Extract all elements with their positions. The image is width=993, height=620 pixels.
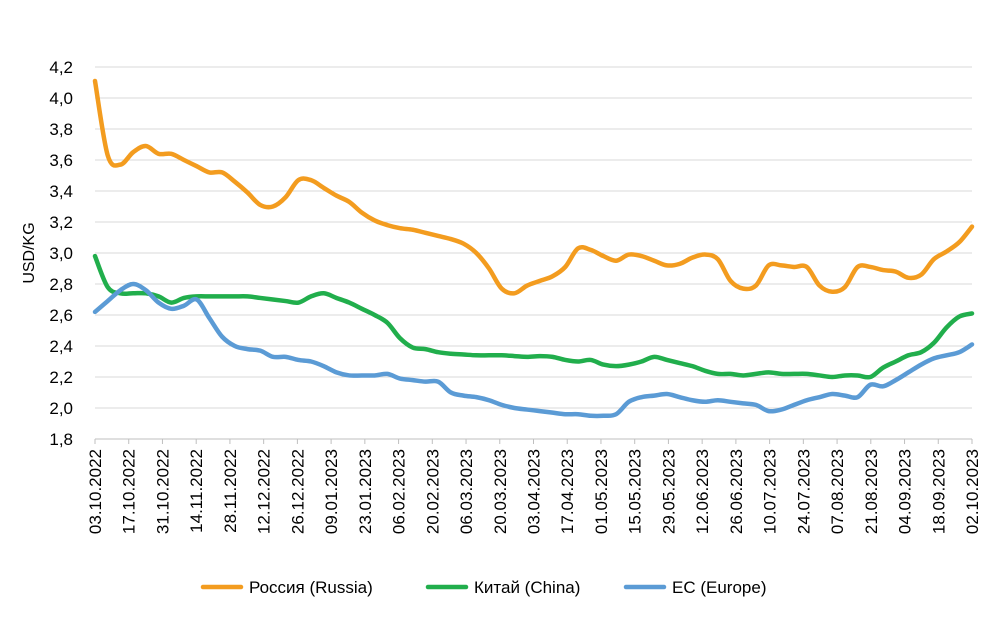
x-tick-label: 28.11.2022 [221, 449, 240, 533]
x-tick-label: 03.04.2023 [525, 449, 544, 534]
legend-label-3: ЕС (Europe) [672, 578, 766, 597]
x-tick-label: 17.10.2022 [120, 449, 139, 534]
legend-label-1: Россия (Russia) [249, 578, 373, 597]
series-line-3 [92, 281, 975, 419]
x-tick-label: 24.07.2023 [794, 449, 813, 534]
x-tick-label: 07.08.2023 [828, 449, 847, 534]
series-lines [92, 78, 975, 419]
series-line-2 [92, 253, 975, 380]
x-axis: 03.10.2022 17.10.2022 31.10.2022 14.11.2022… [86, 439, 982, 534]
y-tick-label: 2,2 [49, 368, 73, 387]
x-tick-label: 20.02.2023 [423, 449, 442, 534]
x-tick-label: 20.03.2023 [491, 449, 510, 534]
x-tick-label: 09.01.2023 [322, 449, 341, 534]
x-tick-label: 01.05.2023 [592, 449, 611, 534]
x-tick-label: 12.06.2023 [693, 449, 712, 534]
x-tick-label: 21.08.2023 [862, 449, 881, 534]
y-tick-label: 2,8 [49, 275, 73, 294]
y-tick-label: 2,4 [49, 337, 73, 356]
legend: Россия (Russia) Китай (China) ЕС (Europe) [200, 578, 766, 597]
y-axis-ticks: 1,8 2,0 2,2 2,4 2,6 2,8 3,0 3,2 3,4 3,6 3,8 4,0 4,2 [49, 58, 73, 449]
y-tick-label: 4,2 [49, 58, 73, 77]
x-tick-label: 18.09.2023 [929, 449, 948, 534]
x-tick-label: 14.11.2022 [187, 449, 206, 533]
y-tick-label: 2,0 [49, 399, 73, 418]
legend-label-2: Китай (China) [474, 578, 580, 597]
y-tick-label: 3,8 [49, 120, 73, 139]
y-tick-label: 4,0 [49, 89, 73, 108]
series-line-1 [92, 78, 975, 296]
x-tick-label: 06.02.2023 [390, 449, 409, 534]
x-tick-label: 10.07.2023 [761, 449, 780, 534]
grid-lines [95, 66, 972, 440]
x-tick-label: 31.10.2022 [153, 449, 172, 534]
y-axis-label: USD/KG [21, 222, 38, 283]
x-tick-label: 17.04.2023 [558, 449, 577, 534]
y-tick-label: 2,6 [49, 306, 73, 325]
x-tick-label: 26.06.2023 [727, 449, 746, 534]
y-tick-label: 1,8 [49, 430, 73, 449]
x-tick-label: 02.10.2023 [963, 449, 982, 534]
y-tick-label: 3,2 [49, 213, 73, 232]
y-tick-label: 3,4 [49, 182, 73, 201]
x-tick-label: 29.05.2023 [659, 449, 678, 534]
x-tick-label: 12.12.2022 [255, 449, 274, 534]
y-tick-label: 3,6 [49, 151, 73, 170]
x-tick-label: 15.05.2023 [626, 449, 645, 534]
y-tick-label: 3,0 [49, 244, 73, 263]
x-tick-label: 03.10.2022 [86, 449, 105, 534]
x-tick-label: 26.12.2022 [288, 449, 307, 534]
x-tick-label: 06.03.2023 [457, 449, 476, 534]
x-tick-label: 23.01.2023 [356, 449, 375, 534]
x-tick-label: 04.09.2023 [896, 449, 915, 534]
